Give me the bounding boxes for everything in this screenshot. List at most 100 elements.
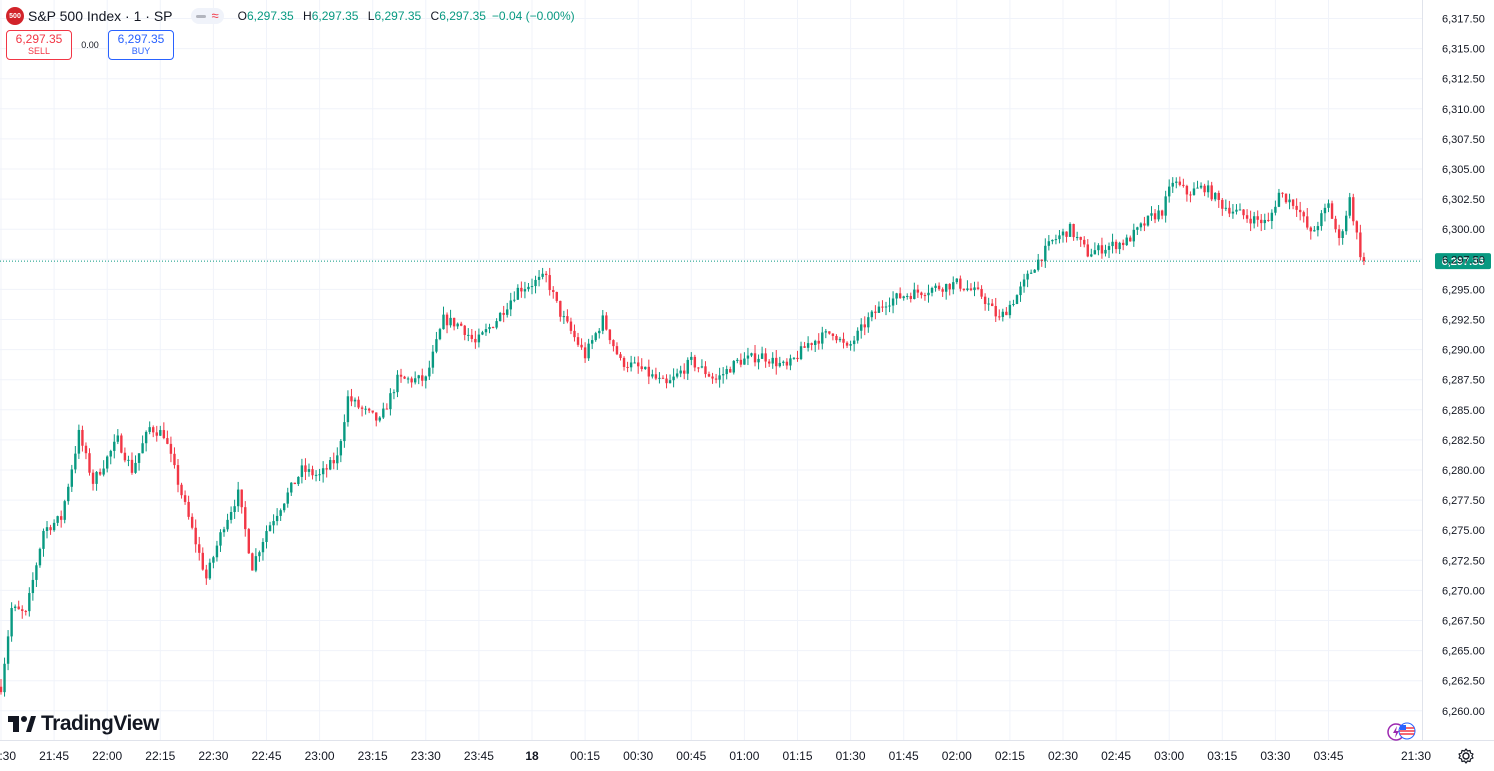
- candle: [314, 470, 318, 482]
- gear-icon[interactable]: [1456, 746, 1476, 766]
- candle: [736, 357, 739, 364]
- candle: [205, 564, 208, 585]
- candle: [1291, 199, 1295, 210]
- sell-button[interactable]: 6,297.35 SELL: [6, 30, 72, 60]
- candle: [810, 342, 813, 351]
- candle: [686, 357, 689, 380]
- candle: [1136, 226, 1139, 235]
- y-tick-label: 6,290.00: [1442, 345, 1485, 357]
- candle: [1277, 188, 1281, 208]
- x-tick-label: 03:00: [1154, 749, 1184, 763]
- candle: [828, 331, 831, 335]
- candle: [1270, 209, 1274, 229]
- candle: [863, 316, 866, 336]
- x-tick-label: 22:00: [92, 749, 122, 763]
- candle: [831, 333, 835, 341]
- candle: [417, 374, 420, 385]
- candle: [552, 286, 555, 299]
- y-tick-label: 6,292.50: [1442, 315, 1485, 327]
- flags-icon[interactable]: [1386, 722, 1426, 742]
- candle: [605, 312, 608, 331]
- candle: [247, 527, 250, 554]
- candle: [573, 324, 576, 342]
- candle: [661, 375, 665, 379]
- candle: [930, 286, 934, 297]
- candle: [520, 281, 523, 298]
- candle: [959, 275, 962, 292]
- candle: [891, 291, 895, 314]
- candle: [615, 342, 619, 356]
- candle: [845, 341, 849, 349]
- candle: [1345, 210, 1348, 235]
- candle: [1263, 213, 1266, 231]
- candle: [1323, 203, 1327, 222]
- candle: [21, 605, 24, 619]
- y-tick-label: 6,265.00: [1442, 646, 1485, 658]
- y-tick-label: 6,305.00: [1442, 164, 1485, 176]
- candle: [1309, 226, 1312, 240]
- candle: [307, 463, 311, 477]
- candle: [421, 368, 424, 387]
- price-tag[interactable]: [1435, 253, 1491, 270]
- candle: [743, 352, 746, 365]
- indicator-toggle[interactable]: ≈: [190, 8, 224, 24]
- candle: [941, 287, 944, 297]
- candle: [399, 368, 403, 383]
- candle: [283, 503, 286, 513]
- candle: [304, 458, 307, 480]
- candle: [180, 482, 183, 499]
- candle: [923, 292, 927, 301]
- x-tick-label: 01:30: [836, 749, 866, 763]
- price-axis[interactable]: 6,260.00 6,262.50 6,265.00 6,267.50 6,270.00…: [0, 0, 1494, 741]
- candle: [516, 284, 520, 300]
- tradingview-logo[interactable]: TradingView: [8, 712, 159, 736]
- candle: [445, 312, 449, 334]
- candle: [1114, 239, 1118, 254]
- buy-button[interactable]: 6,297.35 BUY: [108, 30, 174, 60]
- candle: [1245, 209, 1249, 223]
- candle: [569, 317, 573, 335]
- candle: [339, 439, 343, 463]
- candle: [56, 515, 59, 526]
- candle: [385, 403, 389, 410]
- candle: [955, 278, 958, 285]
- candle: [375, 412, 378, 427]
- candle: [583, 342, 587, 363]
- candle: [208, 558, 212, 580]
- candle: [1171, 177, 1174, 193]
- candle: [792, 357, 796, 360]
- y-tick-label: 6,317.50: [1442, 14, 1485, 26]
- candle: [268, 521, 272, 532]
- candle: [74, 445, 77, 474]
- candle: [1341, 229, 1344, 245]
- symbol-logo-icon[interactable]: 500: [6, 7, 24, 25]
- candle: [1019, 281, 1022, 302]
- candle: [1079, 236, 1082, 247]
- candle: [622, 356, 626, 371]
- y-tick-label: 6,262.50: [1442, 676, 1485, 688]
- candle: [1196, 180, 1199, 189]
- chart-grid: [0, 0, 1422, 740]
- candle: [343, 414, 346, 448]
- candle: [293, 482, 297, 485]
- candle: [1051, 239, 1054, 245]
- symbol-title[interactable]: S&P 500 Index · 1 · SP: [28, 8, 173, 24]
- candle: [13, 604, 17, 612]
- candle: [842, 332, 845, 349]
- candle: [1061, 228, 1065, 243]
- candle: [392, 389, 396, 400]
- candle: [1189, 191, 1192, 203]
- candle: [173, 447, 176, 469]
- candle: [449, 309, 452, 328]
- candle: [559, 300, 562, 322]
- candle: [477, 328, 481, 348]
- candle: [258, 550, 261, 562]
- candle: [944, 283, 948, 300]
- candle: [488, 323, 491, 334]
- y-tick-label: 6,285.00: [1442, 405, 1485, 417]
- candle: [286, 487, 289, 508]
- candle: [1058, 230, 1061, 244]
- candle: [194, 519, 197, 553]
- time-axis[interactable]: 21:30 21:45 22:00 22:15 22:30 22:45 23:00 23:15…: [0, 749, 1431, 763]
